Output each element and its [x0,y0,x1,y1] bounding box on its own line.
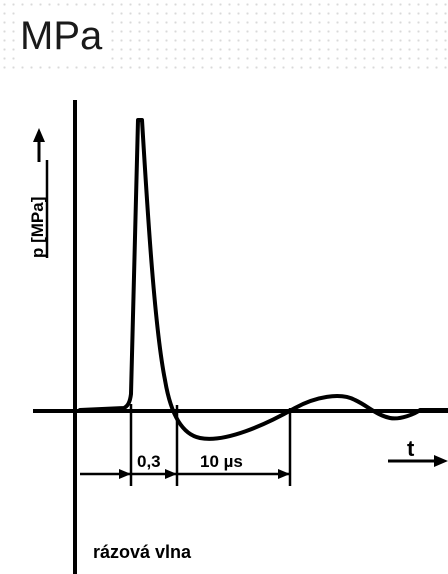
dimension-arrow-3 [278,469,290,479]
diagram-caption: rázová vlna [93,542,192,562]
slide-title: MPa [20,12,109,60]
dimension-arrow-1 [119,469,131,479]
pressure-curve [78,118,448,441]
x-axis-label: t [407,436,415,461]
y-axis-label: p [MPa] [28,197,47,258]
x-label-arrow-head [434,455,448,467]
interval-1-label: 0,3 [137,452,161,471]
interval-2-label: 10 µs [200,452,243,471]
y-label-arrow-head [33,128,45,142]
dimension-arrow-2 [165,469,177,479]
